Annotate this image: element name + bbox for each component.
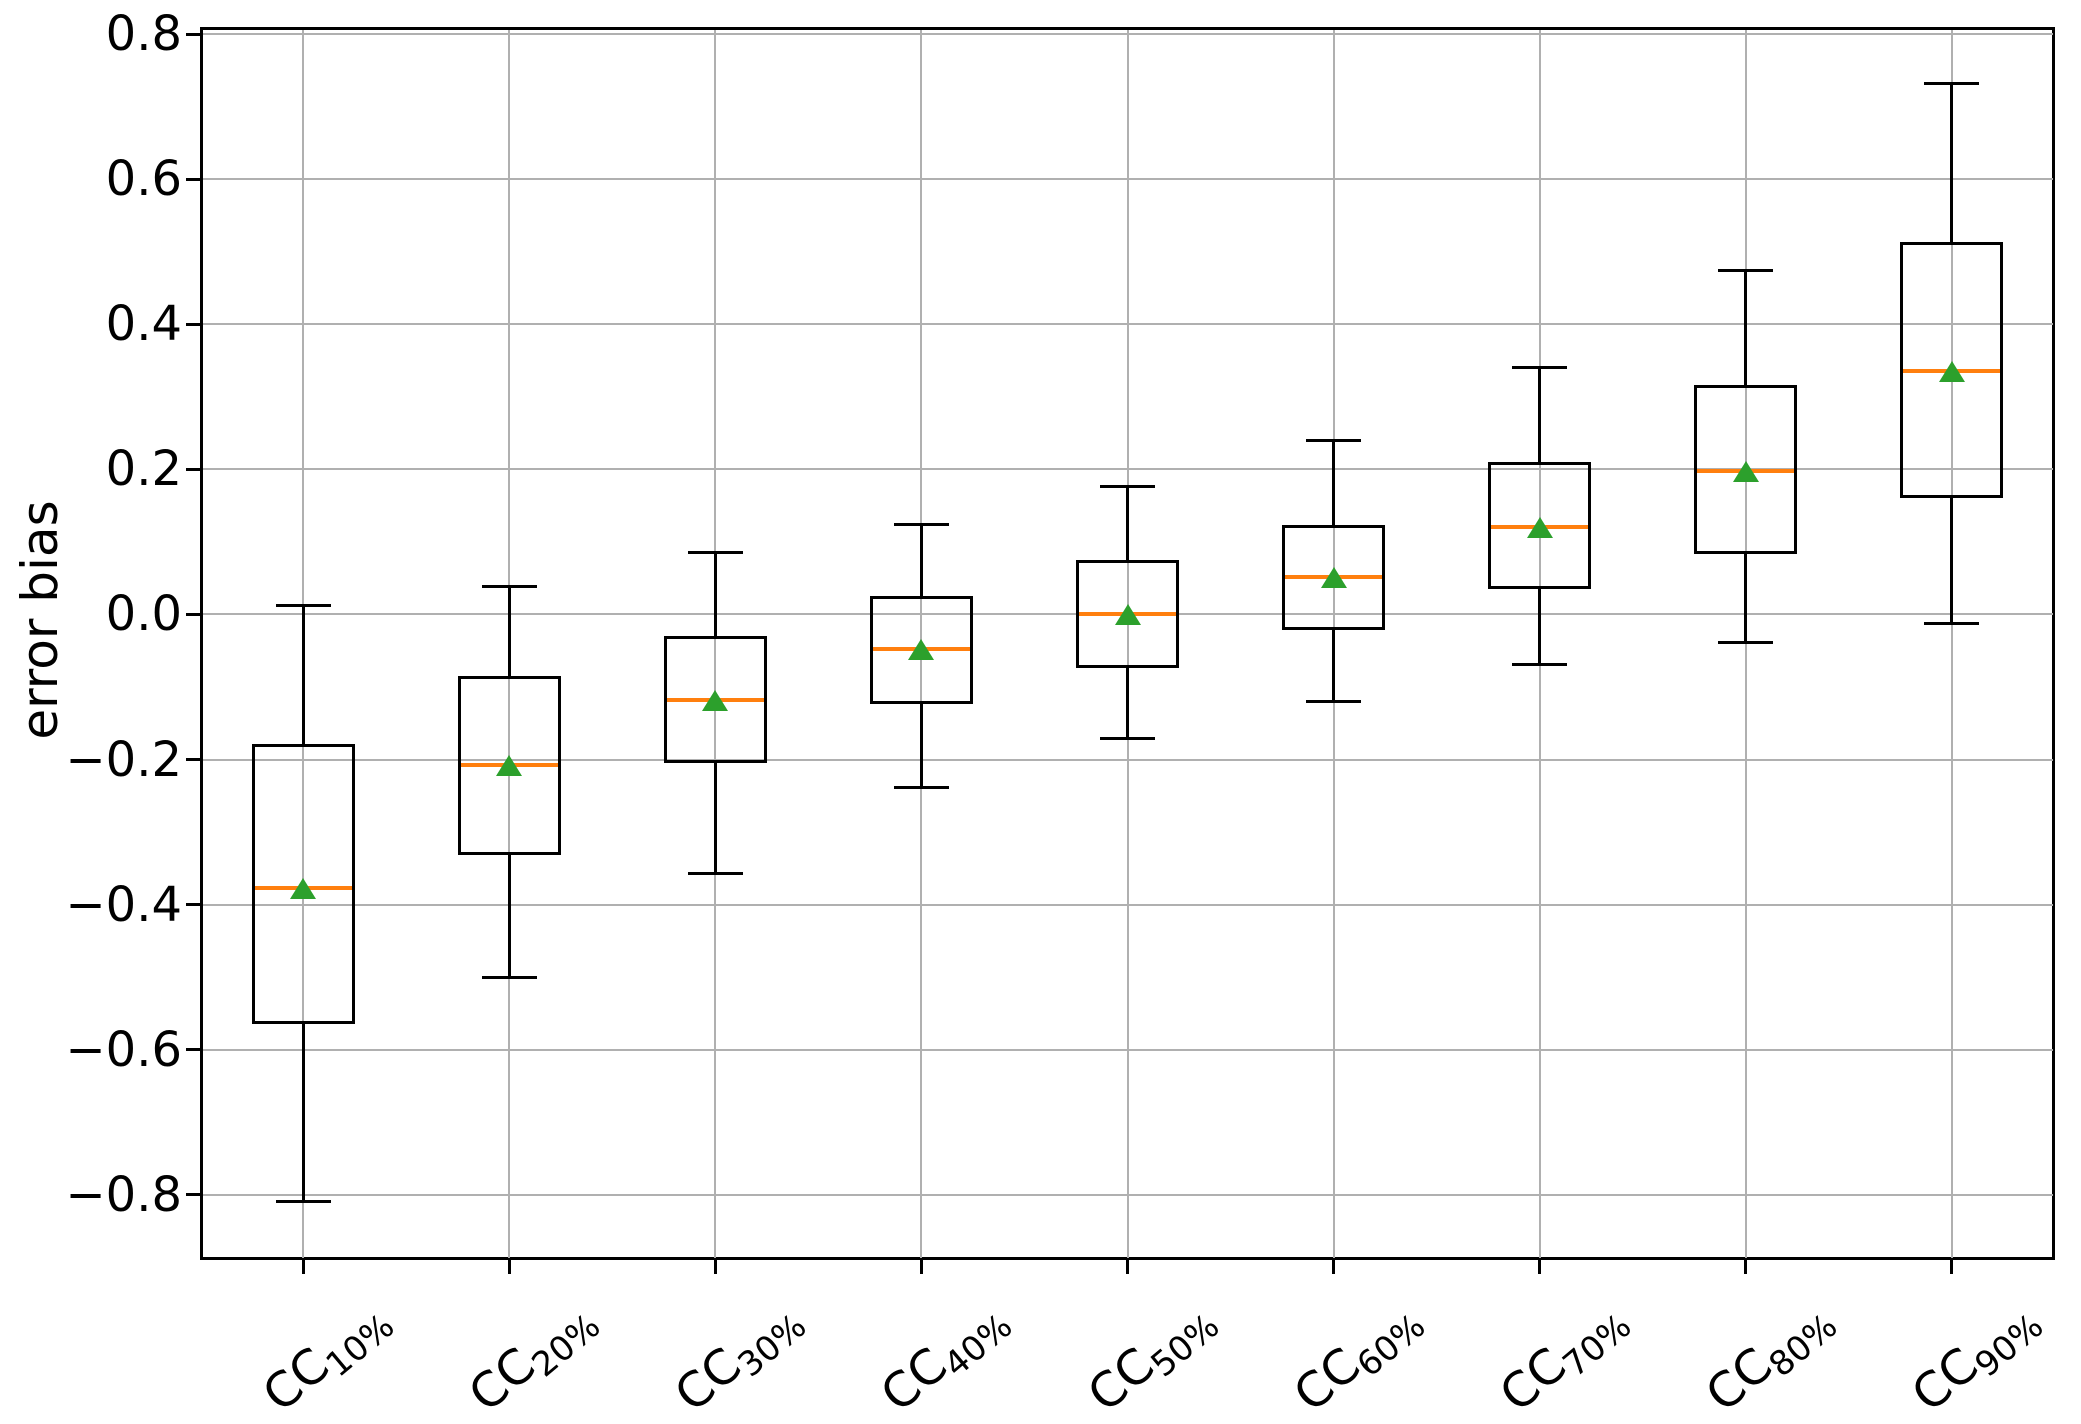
whisker-cap-lower (275, 1200, 331, 1204)
whisker-cap-upper (1306, 438, 1362, 442)
x-tick-mark (1126, 1260, 1129, 1274)
iqr-box (1076, 560, 1179, 669)
y-tick-label: 0.8 (105, 6, 182, 63)
x-tick-mark (1538, 1260, 1542, 1274)
mean-marker-icon (1732, 460, 1759, 482)
y-tick-mark (186, 1193, 200, 1197)
mean-marker-icon (1114, 604, 1141, 626)
whisker-cap-upper (687, 551, 743, 555)
mean-marker-icon (1526, 516, 1553, 538)
whisker-cap-upper (893, 523, 949, 527)
mean-marker-icon (1938, 360, 1965, 382)
whisker-cap-lower (1100, 737, 1155, 740)
whisker-lower (301, 1024, 305, 1202)
mean-marker-icon (702, 690, 729, 712)
whisker-cap-upper (481, 585, 537, 589)
iqr-box (1694, 385, 1798, 554)
iqr-box (869, 596, 973, 705)
whisker-lower (713, 763, 717, 874)
x-tick-mark (713, 1260, 717, 1274)
plot-area (200, 27, 2055, 1260)
y-tick-label: −0.8 (65, 1166, 182, 1223)
whisker-lower (1744, 553, 1748, 643)
whisker-upper (919, 524, 923, 597)
whisker-lower (1126, 668, 1129, 739)
x-tick-mark (1950, 1260, 1954, 1274)
y-tick-mark (186, 903, 200, 907)
iqr-box (1900, 241, 2004, 499)
y-tick-label: 0.6 (105, 151, 182, 208)
whisker-cap-lower (1306, 700, 1362, 704)
whisker-lower (507, 854, 511, 978)
iqr-box (251, 744, 355, 1025)
whisker-upper (1950, 83, 1954, 242)
whisker-upper (1126, 486, 1129, 561)
whisker-cap-upper (1924, 82, 1980, 86)
y-tick-mark (186, 758, 200, 762)
vertical-gridline (1950, 30, 1953, 1258)
x-tick-mark (1332, 1260, 1336, 1274)
y-tick-label: 0.0 (105, 586, 182, 643)
y-tick-mark (186, 177, 200, 181)
whisker-upper (507, 586, 511, 677)
whisker-cap-upper (275, 603, 331, 607)
iqr-box (1488, 462, 1592, 590)
whisker-upper (301, 605, 305, 745)
mean-marker-icon (290, 877, 317, 899)
x-tick-label: CC10% (103, 1290, 407, 1424)
x-tick-mark (1744, 1260, 1748, 1274)
mean-marker-icon (496, 754, 523, 776)
whisker-cap-upper (1512, 366, 1568, 370)
y-tick-label: 0.2 (105, 441, 182, 498)
whisker-upper (1744, 270, 1748, 386)
mean-marker-icon (908, 639, 935, 661)
y-tick-label: 0.4 (105, 296, 182, 353)
y-tick-mark (186, 1048, 200, 1052)
whisker-cap-lower (1924, 622, 1980, 626)
whisker-upper (713, 552, 717, 636)
iqr-box (457, 676, 561, 855)
whisker-cap-upper (1718, 269, 1774, 273)
mean-marker-icon (1320, 566, 1347, 588)
whisker-cap-lower (1512, 663, 1568, 667)
vertical-gridline (1126, 30, 1129, 1258)
y-tick-label: −0.2 (65, 731, 182, 788)
y-tick-mark (186, 467, 200, 471)
iqr-box (1282, 524, 1386, 631)
whisker-upper (1538, 367, 1542, 463)
y-tick-mark (186, 612, 200, 616)
y-tick-mark (186, 322, 200, 326)
whisker-upper (1332, 440, 1336, 525)
whisker-cap-lower (1718, 641, 1774, 645)
whisker-cap-upper (1100, 485, 1155, 489)
iqr-box (663, 635, 767, 764)
x-tick-mark (919, 1260, 923, 1274)
whisker-cap-lower (481, 976, 537, 980)
whisker-cap-lower (893, 785, 949, 789)
x-tick-mark (301, 1260, 305, 1274)
y-tick-label: −0.6 (65, 1021, 182, 1078)
y-tick-mark (186, 32, 200, 36)
x-tick-mark (507, 1260, 511, 1274)
whisker-lower (919, 704, 923, 788)
whisker-lower (1950, 498, 1954, 624)
vertical-gridline (714, 30, 717, 1258)
y-tick-label: −0.4 (65, 876, 182, 933)
whisker-cap-lower (687, 871, 743, 875)
whisker-lower (1538, 589, 1542, 665)
whisker-lower (1332, 630, 1336, 702)
